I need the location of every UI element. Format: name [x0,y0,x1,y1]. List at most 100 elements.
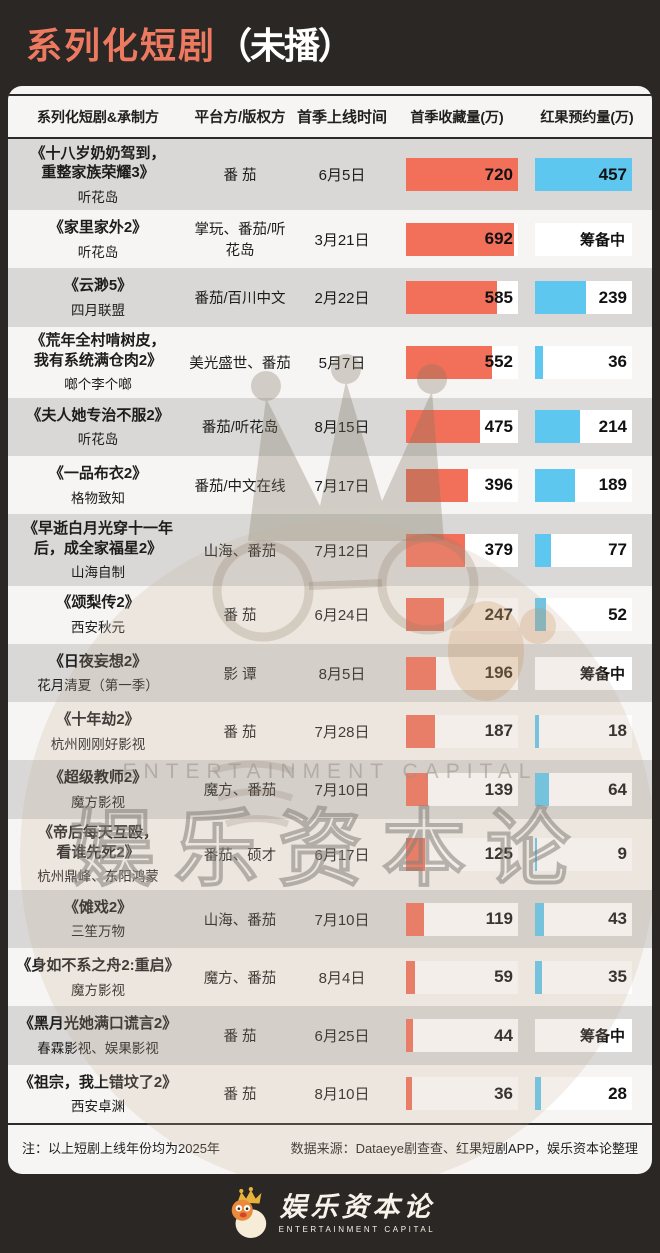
table-row: 《祖宗，我上错坟了2》 西安卓渊 番 茄 8月10日 36 28 [8,1064,652,1123]
collect-bar-fill [406,222,514,256]
collect-bar-cell: 139 [392,773,522,807]
collect-value: 720 [484,164,513,184]
collect-bar-fill [406,960,416,994]
collect-bar-fill [406,714,436,748]
launch-date-cell: 7月10日 [314,782,370,800]
collect-bar: 139 [406,773,518,807]
table-row: 《云渺5》 四月联盟 番茄/百川中文 2月22日 585 239 [8,268,652,327]
launch-date-cell: 7月12日 [314,542,370,560]
platform-cell: 番茄、硕才 [203,847,277,864]
reserve-bar-fill [535,281,586,315]
series-title: 《荒年全村啃树皮， 我有系统满仓肉2》 [30,332,166,369]
table-row: 《黑月光她满口谎言2》 春霖影视、娱果影视 番 茄 6月25日 44 筹备中 [8,1006,652,1065]
collect-bar-fill [406,1077,412,1111]
collect-value: 125 [484,844,513,864]
collect-bar: 196 [406,656,518,690]
table-row: 《颂梨传2》 西安秋元 番 茄 6月24日 247 52 [8,585,652,644]
platform-cell: 番茄/中文在线 [194,478,286,495]
reserve-bar: 筹备中 [535,656,632,690]
reserve-bar-fill [535,598,547,632]
reserve-value: 239 [598,287,627,307]
column-header-series: 系列化短剧&承制方 [36,108,160,125]
column-header-reserve: 红果预约量(万) [540,108,634,125]
table-row: 《家里家外2》 听花岛 掌玩、番茄/听花岛 3月21日 692 筹备中 [8,210,652,269]
collect-value: 247 [484,604,513,624]
collect-bar-cell: 119 [392,902,522,936]
page-title-main: 系列化短剧 [26,25,217,66]
footnote-note: 注：以上短剧上线年份均为2025年 [22,1141,220,1156]
reserve-bar-cell: 457 [522,158,652,192]
producer-name: 魔方影视 [71,982,125,998]
reserve-bar-fill [535,345,543,379]
collect-value: 396 [484,475,513,495]
collect-bar-cell: 720 [392,158,522,192]
column-header-collect: 首季收藏量(万) [410,108,504,125]
reserve-bar-fill [535,773,549,807]
series-title: 《超级教师2》 [48,769,148,787]
reserve-bar-fill [535,714,539,748]
reserve-bar-cell: 筹备中 [522,1019,652,1053]
reserve-bar: 18 [535,714,632,748]
series-title: 《傩戏2》 [63,898,133,916]
collect-bar: 396 [406,468,518,502]
collect-bar: 247 [406,598,518,632]
producer-name: 听花岛 [77,432,119,448]
series-title: 《家里家外2》 [48,219,148,237]
series-cell: 《颂梨传2》 西安秋元 [8,593,188,636]
series-cell: 《身如不系之舟2:重启》 魔方影视 [8,956,188,999]
reserve-bar-fill [535,158,632,192]
collect-bar-cell: 247 [392,598,522,632]
series-title: 《十年劫2》 [56,711,140,729]
reserve-bar-cell: 52 [522,598,652,632]
series-cell: 《傩戏2》 三笙万物 [8,898,188,941]
reserve-bar-cell: 18 [522,714,652,748]
producer-name: 听花岛 [77,189,119,205]
producer-name: 西安卓渊 [71,1099,125,1115]
producer-name: 四月联盟 [71,302,125,318]
launch-date-cell: 7月28日 [314,723,370,741]
table-row: 《十年劫2》 杭州刚刚好影视 番 茄 7月28日 187 18 [8,702,652,761]
collect-bar-cell: 585 [392,281,522,315]
reserve-value: 457 [598,164,627,184]
platform-cell: 美光盛世、番茄 [189,355,291,372]
collect-bar: 720 [406,158,518,192]
collect-bar: 187 [406,714,518,748]
producer-name: 格物致知 [71,490,125,506]
reserve-bar-cell: 214 [522,410,652,444]
platform-cell: 番茄/听花岛 [201,420,279,437]
launch-date-cell: 7月17日 [314,477,370,495]
collect-bar-fill [406,837,426,871]
launch-date-cell: 6月25日 [314,1028,370,1046]
producer-name: 花月清夏（第一季） [37,678,159,694]
series-cell: 《早逝白月光穿十一年 后，成全家福星2》 山海自制 [8,519,188,581]
series-title: 《身如不系之舟2:重启》 [16,957,180,975]
collect-bar-fill [406,410,480,444]
brand-name-cn: 娱乐资本论 [279,1191,435,1223]
launch-date-cell: 6月5日 [318,167,366,185]
footnote-row: 注：以上短剧上线年份均为2025年 数据来源：Dataeye剧查查、红果短剧AP… [8,1123,652,1174]
reserve-bar: 77 [535,533,632,567]
data-table-card: 系列化短剧&承制方 平台方/版权方 首季上线时间 首季收藏量(万) 红果预约量(… [8,86,652,1174]
reserve-bar: 214 [535,410,632,444]
series-cell: 《夫人她专治不服2》 听花岛 [8,406,188,449]
reserve-bar: 36 [535,345,632,379]
series-title: 《十八岁奶奶驾到， 重整家族荣耀3》 [30,144,166,182]
series-title: 《黑月光她满口谎言2》 [18,1015,178,1033]
reserve-bar-cell: 9 [522,837,652,871]
series-cell: 《祖宗，我上错坟了2》 西安卓渊 [8,1073,188,1116]
launch-date-cell: 5月7日 [318,354,366,372]
reserve-bar: 64 [535,773,632,807]
pending-status: 筹备中 [579,1028,625,1046]
platform-cell: 影 谭 [223,666,257,683]
reserve-bar-cell: 77 [522,533,652,567]
collect-value: 552 [484,352,513,372]
collect-bar: 552 [406,345,518,379]
reserve-value: 36 [608,352,627,372]
platform-cell: 番 茄 [223,608,257,625]
collect-bar: 44 [406,1019,518,1053]
launch-date-cell: 8月15日 [314,419,370,437]
series-cell: 《荒年全村啃树皮， 我有系统满仓肉2》 啷个李个啷 [8,331,188,393]
collect-bar-fill [406,773,428,807]
table-row: 《傩戏2》 三笙万物 山海、番茄 7月10日 119 43 [8,889,652,949]
collect-bar: 475 [406,410,518,444]
